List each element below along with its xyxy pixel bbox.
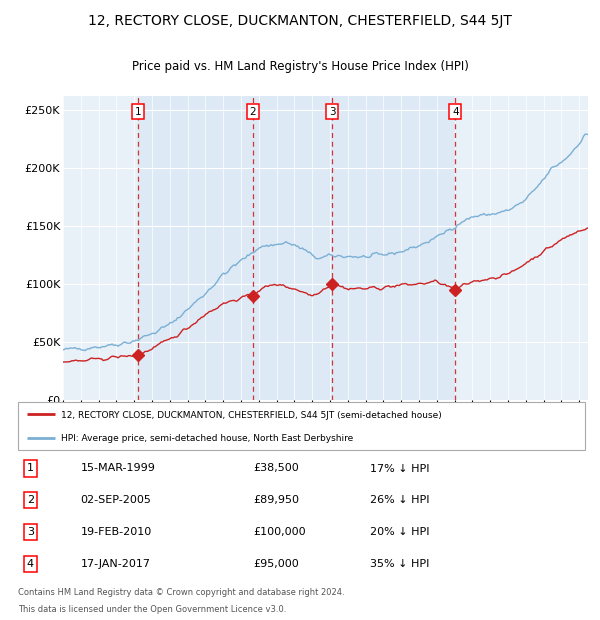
Text: 15-MAR-1999: 15-MAR-1999 (80, 464, 155, 474)
Text: 02-SEP-2005: 02-SEP-2005 (80, 495, 151, 505)
Text: 2: 2 (250, 107, 256, 117)
Text: 4: 4 (27, 559, 34, 569)
Text: 12, RECTORY CLOSE, DUCKMANTON, CHESTERFIELD, S44 5JT: 12, RECTORY CLOSE, DUCKMANTON, CHESTERFI… (88, 14, 512, 29)
Text: 4: 4 (452, 107, 459, 117)
Text: £89,950: £89,950 (253, 495, 299, 505)
Text: £38,500: £38,500 (253, 464, 299, 474)
Text: 2: 2 (27, 495, 34, 505)
FancyBboxPatch shape (18, 402, 585, 449)
Text: Price paid vs. HM Land Registry's House Price Index (HPI): Price paid vs. HM Land Registry's House … (131, 60, 469, 73)
Text: 3: 3 (329, 107, 335, 117)
Text: 20% ↓ HPI: 20% ↓ HPI (370, 527, 429, 537)
Text: 3: 3 (27, 527, 34, 537)
Text: £95,000: £95,000 (253, 559, 299, 569)
Text: 35% ↓ HPI: 35% ↓ HPI (370, 559, 429, 569)
Text: 17% ↓ HPI: 17% ↓ HPI (370, 464, 429, 474)
Text: Contains HM Land Registry data © Crown copyright and database right 2024.: Contains HM Land Registry data © Crown c… (18, 588, 344, 597)
Text: £100,000: £100,000 (253, 527, 306, 537)
Text: 1: 1 (134, 107, 141, 117)
Text: 1: 1 (27, 464, 34, 474)
Text: 19-FEB-2010: 19-FEB-2010 (80, 527, 152, 537)
Text: HPI: Average price, semi-detached house, North East Derbyshire: HPI: Average price, semi-detached house,… (61, 435, 353, 443)
Bar (138, 96, 455, 400)
Text: 17-JAN-2017: 17-JAN-2017 (80, 559, 151, 569)
Text: 12, RECTORY CLOSE, DUCKMANTON, CHESTERFIELD, S44 5JT (semi-detached house): 12, RECTORY CLOSE, DUCKMANTON, CHESTERFI… (61, 410, 441, 420)
Text: 26% ↓ HPI: 26% ↓ HPI (370, 495, 429, 505)
Text: This data is licensed under the Open Government Licence v3.0.: This data is licensed under the Open Gov… (18, 605, 286, 614)
